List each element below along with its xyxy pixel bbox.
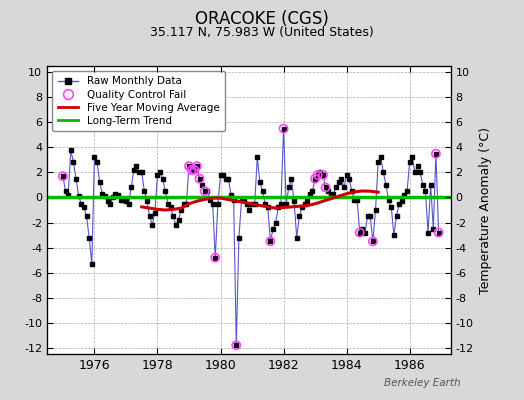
Point	[321, 184, 330, 191]
Point	[434, 229, 443, 236]
Point	[193, 163, 201, 169]
Point	[432, 150, 440, 157]
Point	[313, 172, 322, 178]
Point	[211, 254, 220, 261]
Point	[232, 342, 241, 348]
Point	[190, 167, 199, 173]
Point	[266, 238, 275, 244]
Point	[279, 126, 288, 132]
Legend: Raw Monthly Data, Quality Control Fail, Five Year Moving Average, Long-Term Tren: Raw Monthly Data, Quality Control Fail, …	[52, 71, 225, 131]
Point	[185, 163, 193, 169]
Point	[195, 176, 204, 182]
Text: Berkeley Earth: Berkeley Earth	[385, 378, 461, 388]
Point	[188, 167, 196, 173]
Point	[369, 238, 377, 244]
Point	[319, 172, 327, 178]
Point	[201, 188, 209, 194]
Text: 35.117 N, 75.983 W (United States): 35.117 N, 75.983 W (United States)	[150, 26, 374, 39]
Point	[311, 176, 319, 182]
Point	[356, 229, 364, 236]
Point	[59, 173, 67, 179]
Y-axis label: Temperature Anomaly (°C): Temperature Anomaly (°C)	[479, 126, 492, 294]
Text: ORACOKE (CGS): ORACOKE (CGS)	[195, 10, 329, 28]
